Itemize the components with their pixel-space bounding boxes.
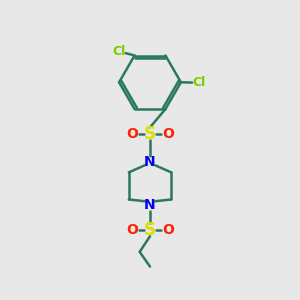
Text: N: N bbox=[144, 155, 156, 169]
Text: S: S bbox=[144, 221, 156, 239]
Text: O: O bbox=[126, 223, 138, 237]
Text: O: O bbox=[126, 127, 138, 141]
Text: S: S bbox=[144, 125, 156, 143]
Text: O: O bbox=[162, 223, 174, 237]
Text: O: O bbox=[162, 127, 174, 141]
Text: N: N bbox=[144, 198, 156, 212]
Text: Cl: Cl bbox=[193, 76, 206, 89]
Text: Cl: Cl bbox=[112, 45, 126, 58]
